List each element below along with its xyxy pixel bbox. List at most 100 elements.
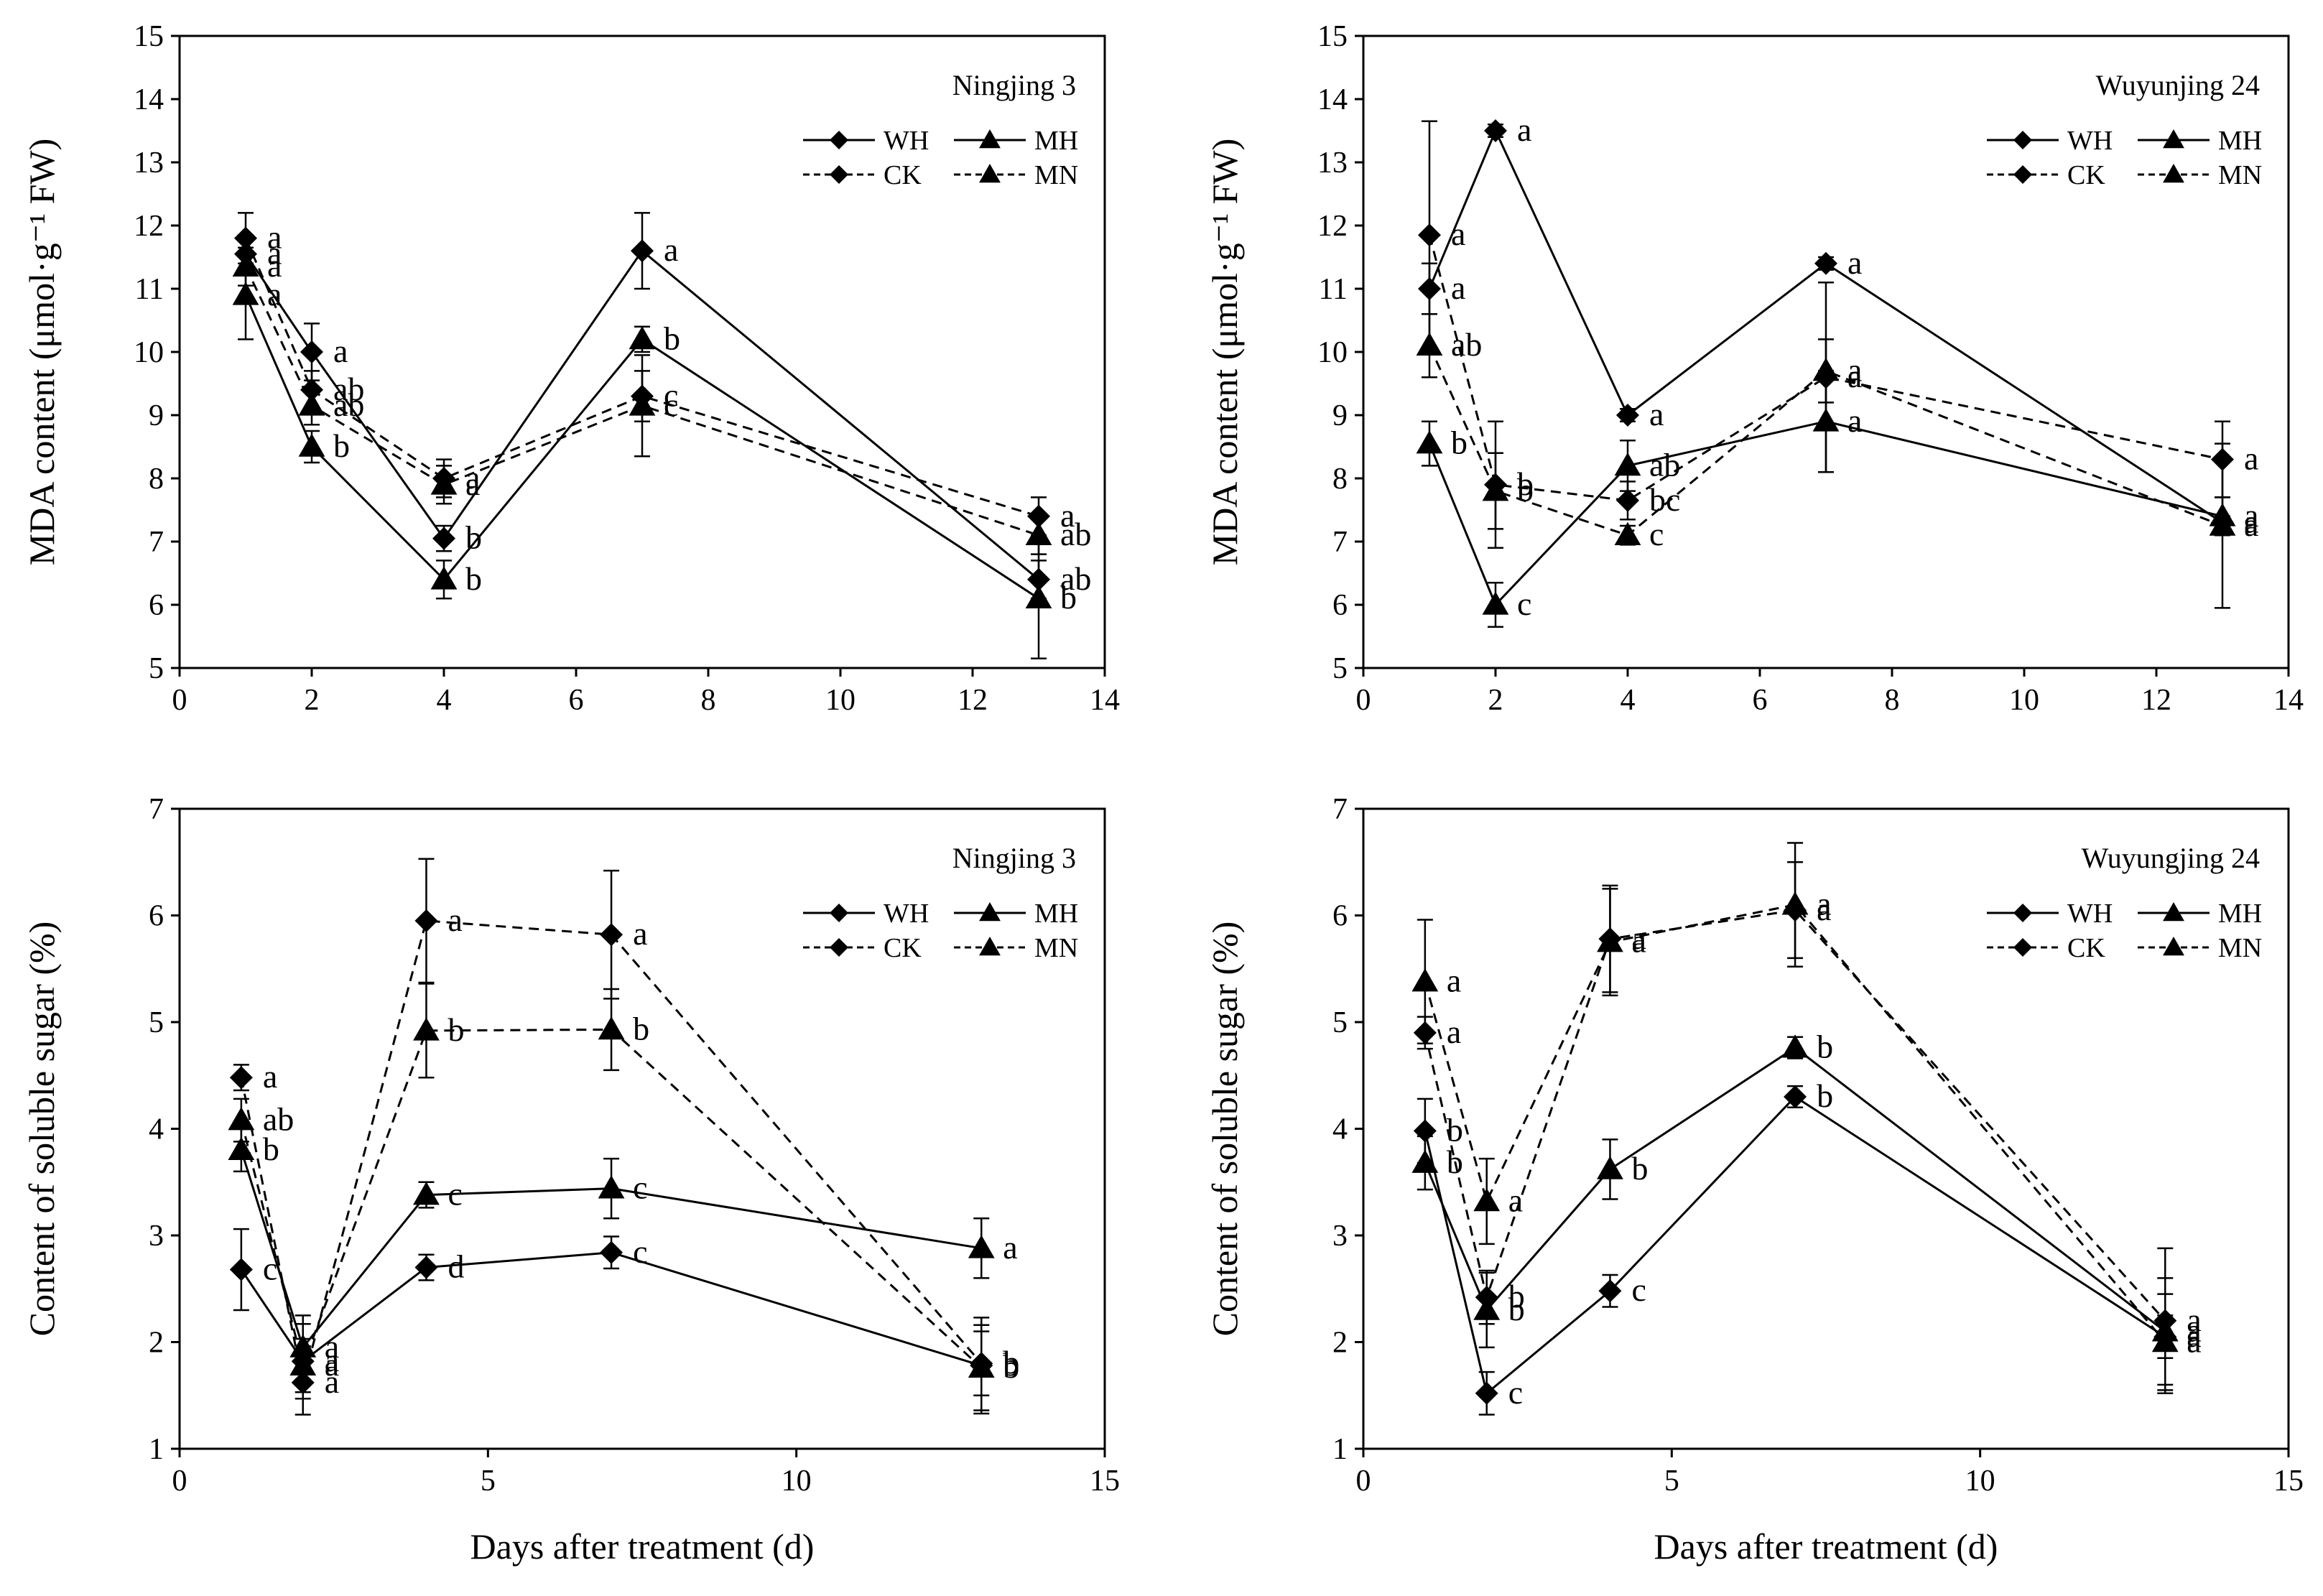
y-tick-label: 5 bbox=[149, 1006, 164, 1039]
data-point bbox=[1812, 358, 1840, 381]
data-point bbox=[414, 1256, 438, 1279]
series-line bbox=[240, 1251, 982, 1367]
y-tick-label: 10 bbox=[1317, 336, 1348, 369]
series-ck: a b bc a a bbox=[1418, 120, 2258, 549]
chart-panel-2: 5 6 7 8 9 10 11 12 13 14 15 0 2 4 6 8 10 12 14 MDA content … bbox=[1205, 20, 2304, 717]
significance-label: a bbox=[2187, 1302, 2201, 1338]
significance-label: c bbox=[664, 386, 678, 423]
significance-label: ab bbox=[1060, 516, 1091, 552]
y-tick-label: 5 bbox=[1332, 652, 1348, 685]
significance-label: d bbox=[448, 1248, 464, 1285]
legend-label-wh: WH bbox=[2067, 899, 2113, 929]
significance-label: a bbox=[1451, 215, 1465, 252]
data-point bbox=[2209, 512, 2236, 536]
data-point bbox=[298, 392, 325, 416]
data-point bbox=[228, 1136, 255, 1160]
data-point bbox=[430, 471, 458, 495]
y-axis-title: MDA content (μmol·g⁻¹ FW) bbox=[1205, 139, 1245, 566]
legend-marker-wh bbox=[2013, 904, 2032, 922]
legend-label-ck: CK bbox=[884, 160, 922, 190]
x-tick-label: 10 bbox=[2009, 684, 2039, 717]
series-line bbox=[1424, 909, 2166, 1322]
x-tick-label: 14 bbox=[2273, 684, 2304, 717]
significance-label: b bbox=[465, 519, 482, 556]
significance-label: b bbox=[1817, 1077, 1833, 1114]
legend-label-ck: CK bbox=[2067, 933, 2105, 963]
significance-label: a bbox=[1847, 402, 1862, 439]
significance-label: ab bbox=[1060, 560, 1091, 597]
data-point bbox=[430, 566, 458, 590]
x-tick-label: 0 bbox=[172, 684, 187, 717]
data-point bbox=[1025, 521, 1052, 545]
significance-label: b bbox=[1451, 424, 1467, 461]
series-line bbox=[240, 1028, 983, 1370]
data-point bbox=[1616, 488, 1639, 512]
significance-label: a bbox=[2187, 1312, 2201, 1349]
cultivar-label: Ningjing 3 bbox=[952, 69, 1076, 101]
legend-label-ck: CK bbox=[884, 933, 922, 963]
significance-label: b bbox=[1003, 1348, 1019, 1385]
chart-panel-1: 5 6 7 8 9 10 11 12 13 14 15 0 2 4 6 8 10 12 14 MDA content … bbox=[22, 20, 1120, 717]
significance-label: b bbox=[1517, 472, 1534, 509]
data-point bbox=[1473, 1188, 1501, 1212]
significance-label: a bbox=[325, 1346, 339, 1383]
y-tick-label: 12 bbox=[134, 210, 164, 243]
data-point bbox=[631, 239, 654, 263]
data-point bbox=[1416, 430, 1443, 454]
data-point bbox=[1475, 1286, 1498, 1309]
legend-label-mh: MH bbox=[1034, 899, 1078, 929]
significance-label: b bbox=[263, 1131, 279, 1167]
significance-label: b bbox=[633, 1010, 649, 1047]
x-tick-label: 6 bbox=[569, 684, 584, 717]
significance-label: b bbox=[465, 560, 482, 597]
x-tick-label: 10 bbox=[825, 684, 856, 717]
legend-marker-wh bbox=[2013, 131, 2032, 149]
y-tick-label: 11 bbox=[1319, 273, 1348, 306]
y-tick-label: 1 bbox=[1332, 1433, 1348, 1466]
significance-label: bc bbox=[1649, 481, 1680, 518]
series-line bbox=[244, 266, 1039, 537]
data-point bbox=[1482, 591, 1509, 615]
x-tick-label: 12 bbox=[2141, 684, 2171, 717]
legend: WH MH CK MN bbox=[1987, 899, 2262, 963]
significance-label: a bbox=[2187, 1323, 2201, 1360]
legend-marker-ck bbox=[2013, 165, 2032, 184]
significance-label: a bbox=[325, 1342, 339, 1378]
cultivar-label: Wuyungjing 24 bbox=[2082, 842, 2260, 874]
legend-marker-mh bbox=[979, 902, 1001, 922]
data-point bbox=[413, 1017, 440, 1041]
data-point bbox=[1475, 1381, 1498, 1405]
y-tick-label: 9 bbox=[1332, 399, 1348, 432]
series-mh: bac ca bbox=[228, 1128, 1018, 1381]
significance-label: c bbox=[448, 1176, 462, 1212]
significance-label: a bbox=[1517, 111, 1531, 148]
data-point bbox=[1482, 478, 1509, 501]
significance-label: a bbox=[1817, 886, 1831, 922]
series-line bbox=[1424, 904, 2166, 1343]
data-point bbox=[600, 923, 623, 947]
data-point bbox=[1784, 1085, 1807, 1108]
data-point bbox=[414, 909, 438, 932]
significance-label: ab bbox=[333, 386, 364, 423]
legend-label-mh: MH bbox=[1034, 126, 1078, 156]
data-point bbox=[1597, 1156, 1623, 1179]
significance-label: a bbox=[325, 1328, 339, 1365]
x-tick-label: 10 bbox=[1965, 1465, 1995, 1498]
significance-label: a bbox=[333, 333, 348, 369]
legend-label-mn: MN bbox=[1034, 933, 1078, 963]
y-tick-label: 8 bbox=[1332, 463, 1348, 496]
data-point bbox=[600, 1240, 623, 1264]
data-point bbox=[1614, 453, 1641, 476]
legend-label-wh: WH bbox=[884, 899, 929, 929]
significance-label: a bbox=[2244, 497, 2258, 534]
significance-label: a bbox=[1447, 1013, 1461, 1050]
legend-marker-wh bbox=[830, 131, 848, 149]
legend-label-mn: MN bbox=[2218, 160, 2262, 190]
legend-label-ck: CK bbox=[2067, 160, 2105, 190]
y-tick-label: 11 bbox=[135, 273, 164, 306]
y-tick-label: 7 bbox=[1332, 793, 1348, 826]
data-point bbox=[289, 1352, 317, 1375]
